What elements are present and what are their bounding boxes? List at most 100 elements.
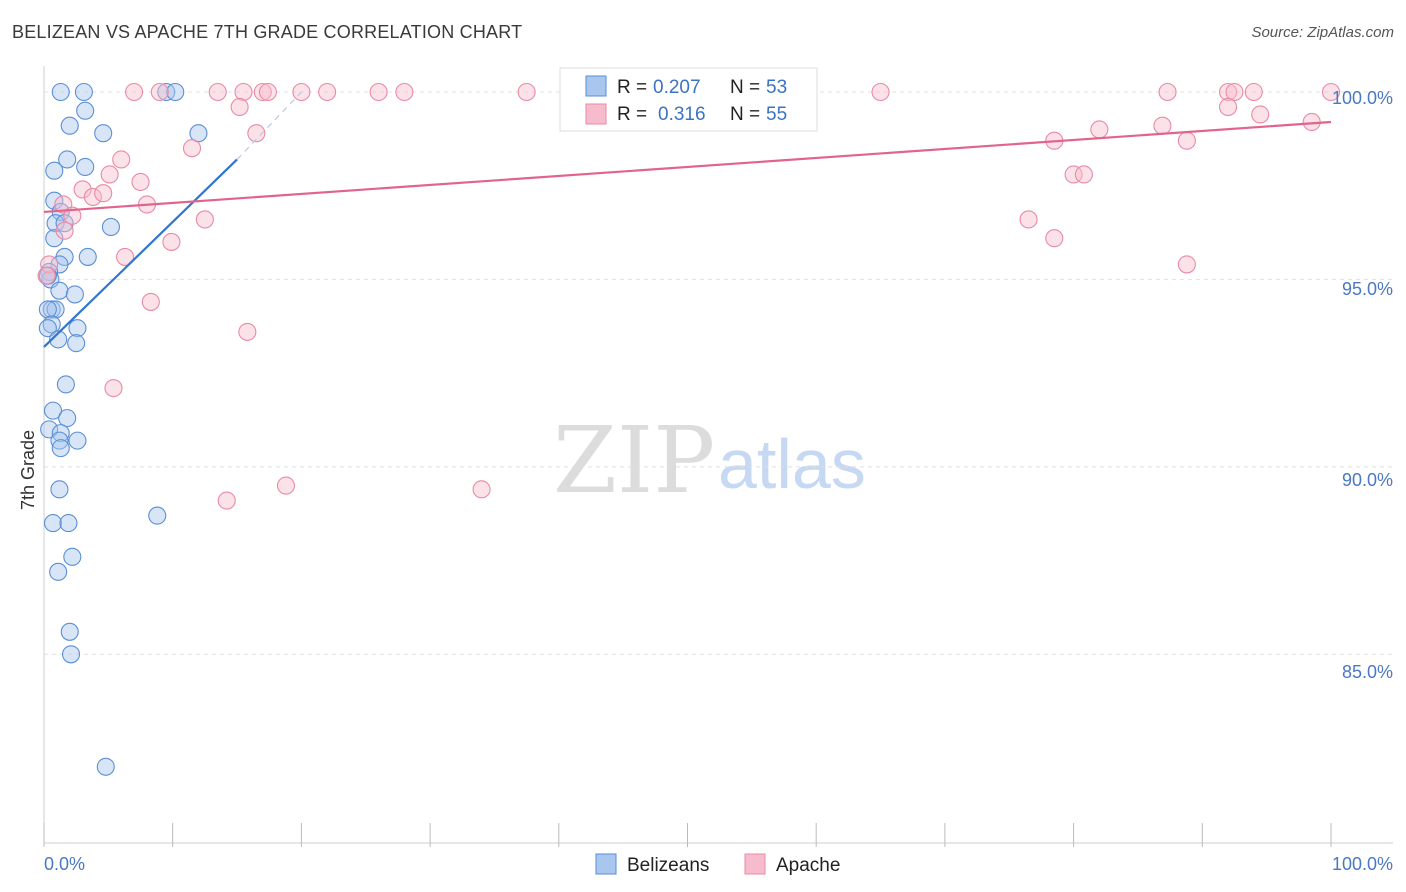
apache-point-10	[517, 82, 536, 102]
belizeans-point-4	[76, 101, 95, 120]
belizeans-point-48	[61, 645, 81, 664]
belizeans-point-8	[58, 150, 77, 169]
apache-point-17	[230, 97, 249, 117]
belizeans-point-6	[94, 124, 113, 143]
apache-point-38	[55, 221, 74, 240]
y-tick-label-100: 100.0%	[1332, 88, 1393, 108]
grid-lines	[44, 91, 1393, 655]
belizeans-point-43	[59, 514, 78, 533]
belizeans-point-24	[65, 285, 84, 304]
chart-title: BELIZEAN VS APACHE 7TH GRADE CORRELATION…	[12, 22, 523, 42]
apache-point-47	[141, 292, 160, 311]
watermark-atlas: atlas	[718, 425, 866, 503]
apache-point-14	[1225, 82, 1244, 102]
apache-point-11	[871, 82, 890, 102]
apache-point-42	[1045, 229, 1064, 248]
apache-point-9	[395, 82, 414, 102]
belizeans-point-29	[38, 319, 57, 338]
apache-point-44	[40, 255, 59, 274]
belizeans-point-27	[38, 300, 57, 319]
belizeans-point-19	[50, 255, 69, 274]
trend-lines	[43, 91, 1332, 348]
belizeans-point-0	[51, 82, 70, 102]
apache-point-46	[37, 266, 56, 285]
belizeans-point-3	[166, 82, 185, 102]
belizeans-point-11	[45, 191, 64, 210]
apache-point-8	[369, 82, 388, 102]
bottom-legend-apache: Apache	[776, 855, 840, 876]
source-label: Source: ZipAtlas.com	[1251, 24, 1394, 41]
belizeans-point-30	[68, 319, 87, 338]
legend-n-value-1: 53	[766, 77, 787, 98]
stats-legend: R = 0.207 N = 53 R = 0.316 N = 55	[559, 67, 818, 132]
belizeans-trend-line	[43, 158, 238, 348]
belizeans-point-18	[78, 247, 97, 266]
apache-point-52	[472, 480, 491, 499]
belizeans-point-36	[40, 420, 59, 439]
belizeans-point-45	[63, 547, 82, 566]
apache-point-32	[73, 180, 92, 199]
belizeans-point-26	[46, 300, 65, 319]
belizeans-point-41	[50, 480, 69, 499]
belizeans-point-34	[43, 401, 63, 420]
apache-point-37	[63, 206, 82, 225]
belizeans-point-16	[45, 229, 64, 248]
belizeans-point-33	[56, 375, 75, 394]
belizeans-point-10	[45, 161, 64, 180]
y-tick-label-95: 95.0%	[1342, 279, 1393, 299]
legend-r-label-2: R =	[617, 104, 647, 125]
apache-point-19	[1251, 105, 1270, 124]
apache-point-40	[1019, 210, 1038, 229]
x-tick-label-max: 100.0%	[1332, 854, 1393, 874]
apache-point-39	[195, 210, 214, 229]
apache-trend-line	[43, 120, 1332, 214]
belizeans-point-14	[55, 214, 74, 233]
belizeans-point-32	[67, 334, 86, 353]
apache-point-30	[1074, 165, 1093, 184]
apache-point-41	[162, 232, 181, 251]
legend-r-value-2: 0.316	[658, 104, 706, 125]
apache-point-7	[318, 82, 337, 102]
apache-point-48	[238, 322, 257, 341]
belizeans-point-40	[51, 439, 70, 458]
apache-point-33	[83, 187, 102, 207]
belizeans-point-47	[60, 622, 79, 641]
belizeans-point-1	[74, 82, 93, 102]
apache-point-1	[150, 82, 169, 102]
apache-point-18	[1218, 97, 1238, 117]
apache-point-28	[100, 165, 119, 184]
y-tick-label-85: 85.0%	[1342, 662, 1393, 682]
apache-point-23	[247, 124, 266, 143]
apache-point-49	[104, 379, 123, 398]
apache-point-5	[258, 82, 277, 102]
apache-point-15	[1244, 82, 1263, 102]
belizeans-point-5	[60, 116, 79, 135]
axes	[43, 66, 1393, 847]
belizeans-point-38	[50, 431, 69, 450]
belizeans-point-9	[76, 157, 95, 177]
apache-point-50	[276, 476, 296, 495]
apache-point-27	[112, 150, 131, 169]
belizeans-trend-extension	[236, 91, 302, 160]
belizeans-point-7	[189, 124, 208, 143]
y-axis-label: 7th Grade	[18, 430, 38, 510]
legend-r-value-1: 0.207	[653, 77, 701, 98]
legend-swatch-apache	[585, 103, 607, 125]
belizeans-point-44	[148, 506, 167, 525]
legend-n-label-2: N =	[730, 104, 760, 125]
belizeans-point-35	[58, 409, 77, 428]
data-points	[37, 82, 1341, 776]
apache-point-25	[1177, 131, 1196, 150]
legend-n-value-2: 55	[766, 104, 787, 125]
apache-point-34	[94, 184, 113, 203]
bottom-legend-swatch-belizeans	[595, 853, 617, 875]
apache-point-51	[217, 491, 236, 510]
apache-point-22	[1090, 120, 1109, 139]
belizeans-point-25	[42, 300, 61, 319]
legend-r-label-1: R =	[617, 77, 647, 98]
belizeans-point-23	[50, 281, 69, 300]
belizeans-point-46	[49, 562, 68, 581]
apache-point-45	[1177, 255, 1196, 274]
apache-point-3	[234, 82, 253, 102]
